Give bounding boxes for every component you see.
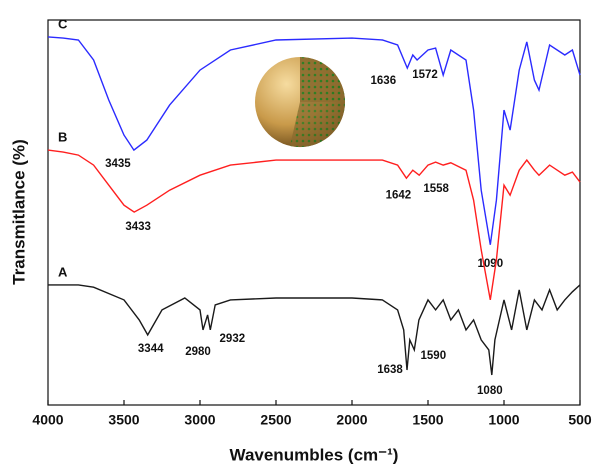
y-axis-label: Transmitlance (%) bbox=[9, 139, 28, 285]
peak-label: 1080 bbox=[477, 385, 503, 397]
series-label: B bbox=[58, 130, 67, 145]
x-tick-label: 2000 bbox=[336, 412, 367, 428]
x-tick-label: 1500 bbox=[412, 412, 443, 428]
x-tick-label: 3500 bbox=[108, 412, 139, 428]
plot-frame bbox=[47, 19, 581, 406]
x-axis-label: Wavenumbles (cm⁻¹) bbox=[230, 445, 399, 464]
peak-label: 1090 bbox=[478, 258, 504, 270]
peak-label: 2980 bbox=[185, 346, 211, 358]
x-tick-label: 500 bbox=[568, 412, 592, 428]
spectrum-line bbox=[48, 284, 581, 376]
peak-label: 2932 bbox=[220, 333, 246, 345]
spectrum-line bbox=[47, 36, 581, 245]
inset-sphere bbox=[255, 57, 346, 148]
spectrum-line bbox=[47, 149, 581, 301]
peak-label: 1572 bbox=[412, 69, 438, 81]
peak-label: 1590 bbox=[421, 350, 447, 362]
peak-label: 3435 bbox=[105, 158, 131, 170]
peak-label: 1558 bbox=[423, 183, 449, 195]
series-label: A bbox=[58, 264, 68, 279]
x-tick-label: 2500 bbox=[260, 412, 291, 428]
series-label: C bbox=[58, 16, 68, 31]
x-tick-label: 1000 bbox=[488, 412, 519, 428]
peak-label: 3433 bbox=[125, 221, 151, 233]
peak-label: 1636 bbox=[371, 75, 397, 87]
peak-label: 1638 bbox=[377, 364, 403, 376]
x-tick-label: 3000 bbox=[184, 412, 215, 428]
peak-label: 3344 bbox=[138, 343, 164, 355]
peak-label: 1642 bbox=[386, 189, 412, 201]
x-tick-label: 4000 bbox=[32, 412, 63, 428]
